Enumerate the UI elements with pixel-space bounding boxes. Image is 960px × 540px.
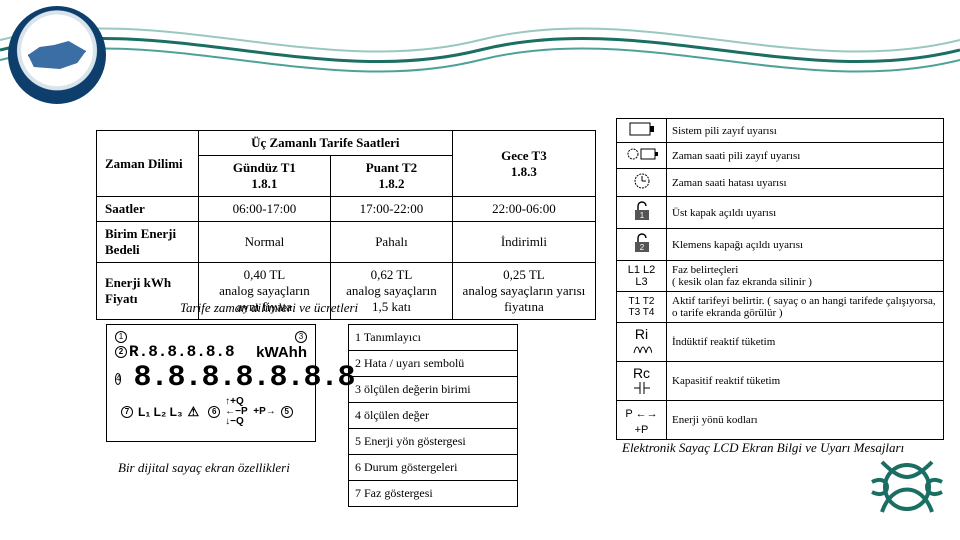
lcd-caption: Bir dijital sayaç ekran özellikleri — [118, 460, 290, 476]
phase-label: L1 L2 L3 — [617, 261, 667, 292]
marker-6: 6 — [208, 406, 220, 418]
list-item: 1 Tanımlayıcı — [349, 325, 517, 351]
list-item: 2 Hata / uyarı sembolü — [349, 351, 517, 377]
direction-icon: ↑+Q←−P +P→↓−Q — [225, 397, 276, 427]
clock-battery-icon — [617, 143, 667, 169]
university-logo — [8, 6, 106, 104]
energy-direction-icon: P ←→ +P — [617, 401, 667, 440]
marker-1: 1 — [115, 331, 127, 343]
table-row: 2 Klemens kapağı açıldı uyarısı — [617, 229, 944, 261]
table-row: Birim Enerji Bedeli Normal Pahalı İndiri… — [97, 222, 596, 263]
marker-2: 2 — [115, 346, 127, 358]
tariff-label: T1 T2 T3 T4 — [617, 292, 667, 323]
marker-3: 3 — [295, 331, 307, 343]
svg-text:1: 1 — [639, 211, 644, 220]
tariff-title: Üç Zamanlı Tarife Saatleri — [198, 131, 452, 156]
marker-7: 7 — [121, 406, 133, 418]
battery-icon — [617, 119, 667, 143]
tariff-caption: Tarife zaman dilimleri ve ücretleri — [180, 300, 358, 316]
capacitive-icon: Rc — [617, 362, 667, 401]
warning-icon: ⚠ — [188, 404, 200, 420]
table-row: 1 Üst kapak açıldı uyarısı — [617, 197, 944, 229]
table-row: Zaman saati hatası uyarısı — [617, 169, 944, 197]
head-gunduz: Gündüz T11.8.1 — [198, 156, 330, 197]
list-item: 7 Faz göstergesi — [349, 481, 517, 506]
table-row: L1 L2 L3 Faz belirteçleri ( kesik olan f… — [617, 261, 944, 292]
lock-open-1-icon: 1 — [617, 197, 667, 229]
corner-decoration — [862, 442, 952, 532]
table-row: Ri İndüktif reaktif tüketim — [617, 323, 944, 362]
clock-error-icon — [617, 169, 667, 197]
table-row: Zaman saati pili zayıf uyarısı — [617, 143, 944, 169]
lcd-unit: kWAhh — [256, 344, 307, 361]
list-item: 4 ölçülen değer — [349, 403, 517, 429]
lock-open-2-icon: 2 — [617, 229, 667, 261]
warning-table: Sistem pili zayıf uyarısı Zaman saati pi… — [616, 118, 944, 440]
head-puant: Puant T21.8.2 — [331, 156, 453, 197]
col-head-zaman: Zaman Dilimi — [97, 131, 199, 197]
marker-4: 4 — [115, 373, 121, 385]
marker-5: 5 — [281, 406, 293, 418]
table-row: T1 T2 T3 T4 Aktif tarifeyi belirtir. ( s… — [617, 292, 944, 323]
tariff-table: Zaman Dilimi Üç Zamanlı Tarife Saatleri … — [96, 130, 596, 320]
lcd-value: 8.8.8.8.8.8.8 — [133, 363, 354, 393]
lcd-id: R.8.8.8.8.8 — [129, 343, 235, 361]
head-gece: Gece T31.8.3 — [452, 131, 595, 197]
list-item: 6 Durum göstergeleri — [349, 455, 517, 481]
list-item: 5 Enerji yön göstergesi — [349, 429, 517, 455]
table-row: Saatler 06:00-17:00 17:00-22:00 22:00-06… — [97, 197, 596, 222]
table-row: Rc Kapasitif reaktif tüketim — [617, 362, 944, 401]
svg-text:2: 2 — [639, 243, 644, 252]
table-row: Sistem pili zayıf uyarısı — [617, 119, 944, 143]
feature-list: 1 Tanımlayıcı 2 Hata / uyarı sembolü 3 ö… — [348, 324, 518, 507]
table-row: P ←→ +P Enerji yönü kodları — [617, 401, 944, 440]
header-wave — [0, 0, 960, 90]
lcd-panel: 1 3 2 R.8.8.8.8.8 kWAhh 4 8.8.8.8.8.8.8 … — [106, 324, 316, 442]
inductive-icon: Ri — [617, 323, 667, 362]
list-item: 3 ölçülen değerin birimi — [349, 377, 517, 403]
phase-indicators: L₁ L₂ L₃ — [138, 405, 183, 419]
